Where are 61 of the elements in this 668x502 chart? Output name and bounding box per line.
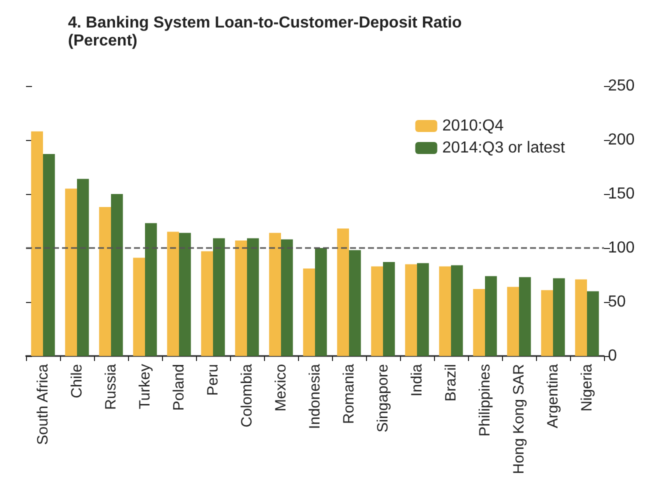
bar [145,223,157,356]
bar [213,238,225,356]
bar [303,268,315,356]
x-tick-label: Mexico [272,364,290,412]
bar [133,258,145,356]
x-tick-label: Romania [340,363,358,424]
legend-label: 2010:Q4 [442,118,504,134]
bar [405,264,417,356]
bar [587,291,599,356]
chart-subtitle: (Percent) [68,32,138,50]
bar [201,251,213,356]
x-tick-label: Peru [204,364,222,396]
bar [349,250,361,356]
x-tick-label: Hong Kong SAR [510,364,528,474]
bar [485,276,497,356]
x-tick-label: Turkey [136,364,154,410]
bar [507,286,519,356]
bar [473,289,485,356]
chart-title: 4. Banking System Loan-to-Customer-Deposit Ratio [68,14,462,32]
y-tick-label: 50 [608,294,626,310]
x-tick-label: Indonesia [306,363,324,430]
bar [451,265,463,356]
bar [99,206,111,356]
bar [575,279,587,356]
bar [383,262,395,356]
bar [417,263,429,356]
x-tick-label: Singapore [374,364,392,432]
x-tick-label: Colombia [238,363,256,428]
x-tick-label: Brazil [442,364,460,402]
legend-label: 2014:Q3 or latest [442,140,566,156]
x-tick-label: Poland [170,364,188,411]
bar [371,266,383,356]
bar [77,178,89,356]
bar [43,154,55,356]
bar [519,277,531,356]
bar [281,239,293,356]
y-tick-label: 0 [608,348,617,364]
x-tick-label: Philippines [476,364,494,437]
x-tick-label: Argentina [544,363,562,428]
bar [167,232,179,356]
x-tick-label: Chile [68,364,86,398]
bar [179,232,191,356]
bar [553,278,565,356]
y-tick-label: 250 [608,78,635,94]
bar [247,238,259,356]
bar [315,248,327,356]
bar [541,290,553,356]
bar [31,131,43,356]
x-tick-label: South Africa [34,363,52,445]
x-tick-label: Russia [102,363,120,410]
y-tick-label: 100 [608,240,635,256]
bar [439,266,451,356]
bar [111,194,123,356]
x-tick-label: Nigeria [578,363,596,412]
bar [269,232,281,356]
y-tick-label: 200 [608,132,635,148]
bar [235,240,247,356]
y-tick-label: 150 [608,186,635,202]
x-tick-label: India [408,363,426,397]
bar [65,188,77,356]
bar [337,228,349,356]
